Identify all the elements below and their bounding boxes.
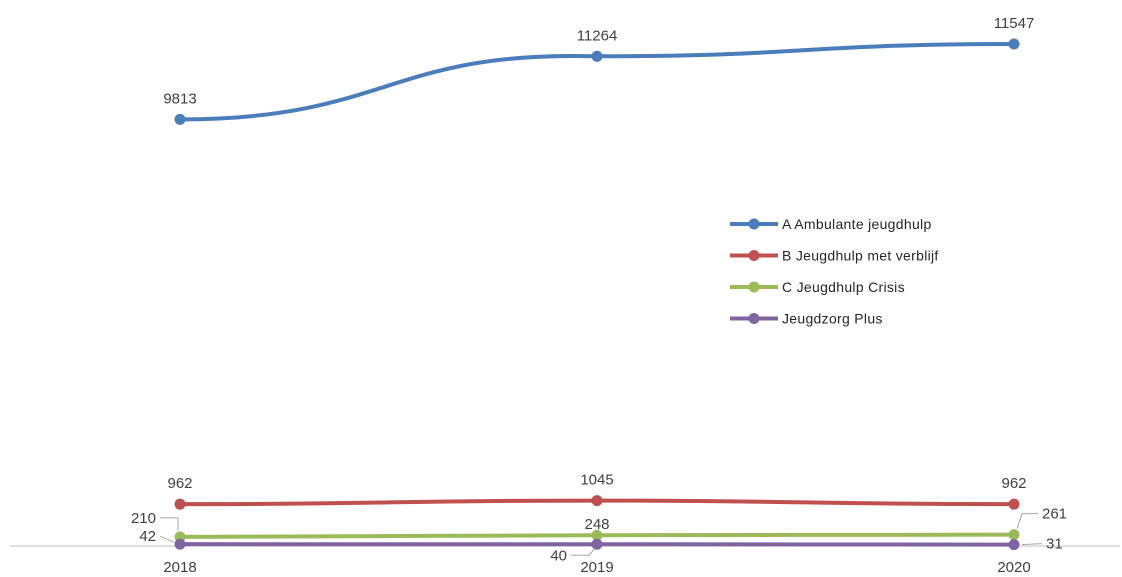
legend-label: C Jeugdhulp Crisis xyxy=(782,279,905,295)
leader-line-c-jeugdhulp-crisis-2018 xyxy=(160,517,179,531)
leader-line-jeugdzorg-plus-2018 xyxy=(159,535,175,543)
point-a-ambulante-jeugdhulp-2019 xyxy=(591,50,603,62)
point-b-jeugdhulp-met-verblijf-2019 xyxy=(591,495,603,507)
data-label-c-jeugdhulp-crisis-2020: 261 xyxy=(1042,506,1067,523)
point-b-jeugdhulp-met-verblijf-2020 xyxy=(1008,498,1020,510)
data-labels: 9813 11264 11547 962 1045 962 210 248 261 42 40 31 xyxy=(131,15,1067,564)
data-label-b-jeugdhulp-met-verblijf-2018: 962 xyxy=(167,475,192,492)
point-jeugdzorg-plus-2019 xyxy=(591,538,603,550)
point-a-ambulante-jeugdhulp-2018 xyxy=(174,113,186,125)
data-label-a-ambulante-jeugdhulp-2018: 9813 xyxy=(163,90,196,107)
leader-line-c-jeugdhulp-crisis-2020 xyxy=(1016,513,1038,529)
legend-label: B Jeugdhulp met verblijf xyxy=(782,248,939,264)
legend-item-b-jeugdhulp-met-verblijf: B Jeugdhulp met verblijf xyxy=(730,248,939,264)
leader-line-jeugdzorg-plus-2019 xyxy=(571,547,596,556)
point-a-ambulante-jeugdhulp-2020 xyxy=(1008,38,1020,50)
legend-label: Jeugdzorg Plus xyxy=(782,311,883,327)
data-label-a-ambulante-jeugdhulp-2019: 11264 xyxy=(577,27,618,44)
legend-item-c-jeugdhulp-crisis: C Jeugdhulp Crisis xyxy=(730,279,905,295)
point-c-jeugdhulp-crisis-2019 xyxy=(591,529,603,541)
data-label-c-jeugdhulp-crisis-2018: 210 xyxy=(131,510,156,527)
series-group xyxy=(174,38,1020,551)
point-b-jeugdhulp-met-verblijf-2018 xyxy=(174,498,186,510)
legend-swatch-marker xyxy=(748,218,760,230)
point-jeugdzorg-plus-2020 xyxy=(1008,539,1020,551)
x-tick-label-2018: 2018 xyxy=(163,559,196,576)
data-label-c-jeugdhulp-crisis-2019: 248 xyxy=(584,516,609,533)
legend-swatch-marker xyxy=(748,313,760,324)
x-tick-label-2019: 2019 xyxy=(580,559,613,576)
data-label-jeugdzorg-plus-2019: 40 xyxy=(550,547,567,564)
data-label-jeugdzorg-plus-2018: 42 xyxy=(139,528,156,545)
leader-line-jeugdzorg-plus-2020 xyxy=(1021,543,1043,546)
data-label-b-jeugdhulp-met-verblijf-2020: 962 xyxy=(1001,475,1026,492)
legend-item-a-ambulante-jeugdhulp: A Ambulante jeugdhulp xyxy=(730,216,932,232)
data-label-a-ambulante-jeugdhulp-2020: 11547 xyxy=(994,15,1035,32)
legend-swatch-marker xyxy=(748,250,760,261)
point-c-jeugdhulp-crisis-2020 xyxy=(1008,529,1020,541)
x-tick-label-2020: 2020 xyxy=(997,559,1030,576)
data-label-b-jeugdhulp-met-verblijf-2019: 1045 xyxy=(580,472,613,489)
point-jeugdzorg-plus-2018 xyxy=(174,538,186,550)
legend-item-jeugdzorg-plus: Jeugdzorg Plus xyxy=(730,311,883,327)
x-tick-labels: 2018 2019 2020 xyxy=(163,559,1030,576)
legend-label: A Ambulante jeugdhulp xyxy=(782,216,932,232)
data-label-jeugdzorg-plus-2020: 31 xyxy=(1046,536,1063,553)
legend-swatch-marker xyxy=(748,281,760,293)
legend: A Ambulante jeugdhulp B Jeugdhulp met ver… xyxy=(730,216,939,327)
leader-lines xyxy=(159,513,1043,556)
